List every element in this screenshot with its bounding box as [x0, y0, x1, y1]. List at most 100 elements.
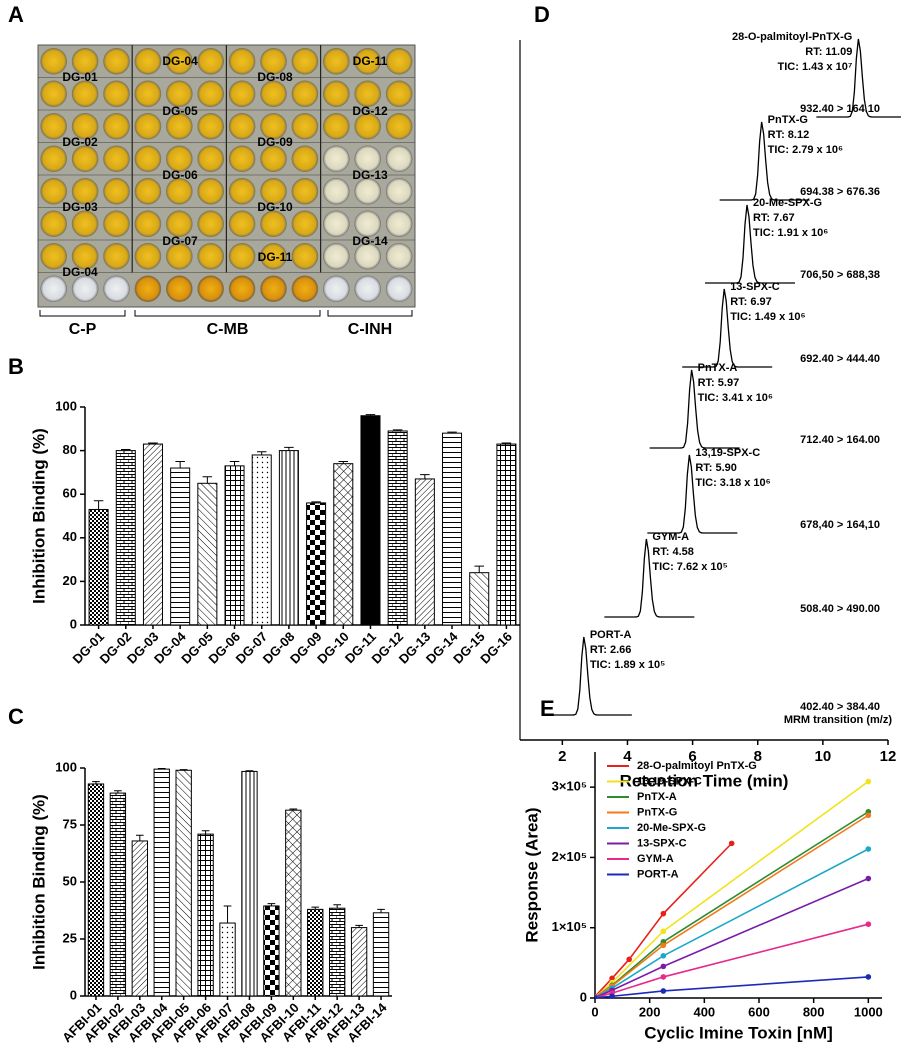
- well: [40, 177, 68, 205]
- well: [228, 112, 256, 140]
- annotation: MRM transition (m/z): [784, 714, 892, 726]
- well: [322, 210, 350, 238]
- y-axis-label: Inhibition Binding (%): [29, 794, 48, 970]
- bar: [469, 572, 490, 626]
- well: [385, 275, 413, 303]
- well: [322, 80, 350, 108]
- data-point: [660, 963, 667, 970]
- data-point: [626, 956, 632, 963]
- bar: [360, 415, 381, 626]
- group-bracket: [39, 310, 126, 317]
- well: [166, 112, 193, 140]
- well: [40, 210, 68, 238]
- well-label: DG-11: [353, 54, 388, 68]
- well: [385, 242, 413, 270]
- well: [228, 275, 256, 303]
- bar: [350, 927, 368, 997]
- error-bar: [223, 905, 232, 924]
- y-tick-label: 100: [55, 398, 77, 413]
- error-bar: [420, 474, 430, 479]
- well: [71, 275, 99, 303]
- well: [40, 275, 68, 303]
- peak: [647, 454, 738, 534]
- fit-line: [595, 814, 869, 998]
- well: [228, 177, 256, 205]
- data-point: [609, 993, 615, 999]
- well: [354, 177, 382, 205]
- peak-rt: RT: 5.90: [695, 462, 737, 474]
- well: [260, 242, 287, 270]
- well: [385, 177, 413, 205]
- error-bar: [157, 767, 166, 770]
- bar: [88, 508, 109, 626]
- legend-label: 13,19-SPX-C: [637, 775, 702, 787]
- bar: [496, 443, 517, 626]
- error-bar: [284, 446, 294, 451]
- peak: [649, 369, 740, 449]
- well: [134, 112, 162, 140]
- group-label: C-MB: [207, 321, 249, 338]
- x-tick-label: 8: [754, 748, 762, 765]
- y-tick-label: 80: [63, 442, 77, 457]
- panel-letter: C: [8, 704, 24, 729]
- peak: [816, 38, 901, 118]
- well: [71, 112, 99, 140]
- well: [197, 145, 224, 173]
- well: [134, 145, 162, 173]
- well: [134, 47, 162, 75]
- well: [40, 80, 68, 108]
- well: [291, 210, 319, 238]
- well-plate: DG-01 DG-04 DG-08 DG-11 DG-05 DG-12 DG-02 DG-09…: [37, 44, 416, 308]
- error-bar: [92, 781, 100, 784]
- y-tick-label: 0: [70, 987, 77, 1002]
- well: [103, 80, 130, 108]
- well: [134, 80, 162, 108]
- well: [322, 145, 350, 173]
- data-point: [660, 928, 667, 935]
- group-label: C-INH: [348, 321, 392, 338]
- panel-letter: A: [8, 2, 24, 27]
- well: [103, 177, 130, 205]
- y-tick-label: 50: [63, 873, 77, 888]
- peak-name: 20-Me-SPX-G: [753, 197, 822, 209]
- well: [260, 112, 287, 140]
- well-label: DG-12: [352, 104, 388, 118]
- peak-tic: TIC: 1.91 x 10⁶: [753, 227, 828, 239]
- data-point: [660, 988, 667, 994]
- well: [322, 177, 350, 205]
- well: [71, 210, 99, 238]
- peak-name: 13-SPX-C: [730, 281, 780, 293]
- well: [385, 210, 413, 238]
- error-bar: [311, 906, 320, 910]
- well: [291, 242, 319, 270]
- well: [354, 242, 382, 270]
- group-label: C-P: [69, 321, 97, 338]
- bar: [306, 502, 327, 626]
- well-label: DG-09: [257, 135, 293, 149]
- fit-line: [595, 842, 733, 998]
- peak-rt: RT: 5.97: [698, 377, 740, 389]
- well: [166, 80, 193, 108]
- well-label: DG-01: [62, 70, 98, 84]
- peak: [682, 288, 773, 368]
- y-tick-label: 1×10⁵: [552, 919, 587, 934]
- peak: [704, 204, 795, 284]
- peak: [541, 636, 632, 716]
- legend-label: PORT-A: [637, 868, 679, 880]
- data-point: [660, 974, 667, 980]
- x-tick-label: 4: [623, 748, 632, 765]
- well: [71, 177, 99, 205]
- data-point: [865, 875, 872, 882]
- bar: [241, 770, 258, 997]
- peak-rt: RT: 11.09: [805, 46, 852, 58]
- error-bar: [474, 565, 484, 573]
- y-tick-label: 0: [70, 616, 77, 631]
- transition: 402.40 > 384.40: [800, 701, 880, 713]
- legend-label: 20-Me-SPX-G: [637, 822, 706, 834]
- peak-name: PORT-A: [590, 629, 632, 641]
- peak-name: PnTX-G: [768, 114, 808, 126]
- well-label: DG-06: [162, 168, 198, 182]
- data-point: [609, 975, 615, 982]
- well: [291, 275, 319, 303]
- well: [354, 80, 382, 108]
